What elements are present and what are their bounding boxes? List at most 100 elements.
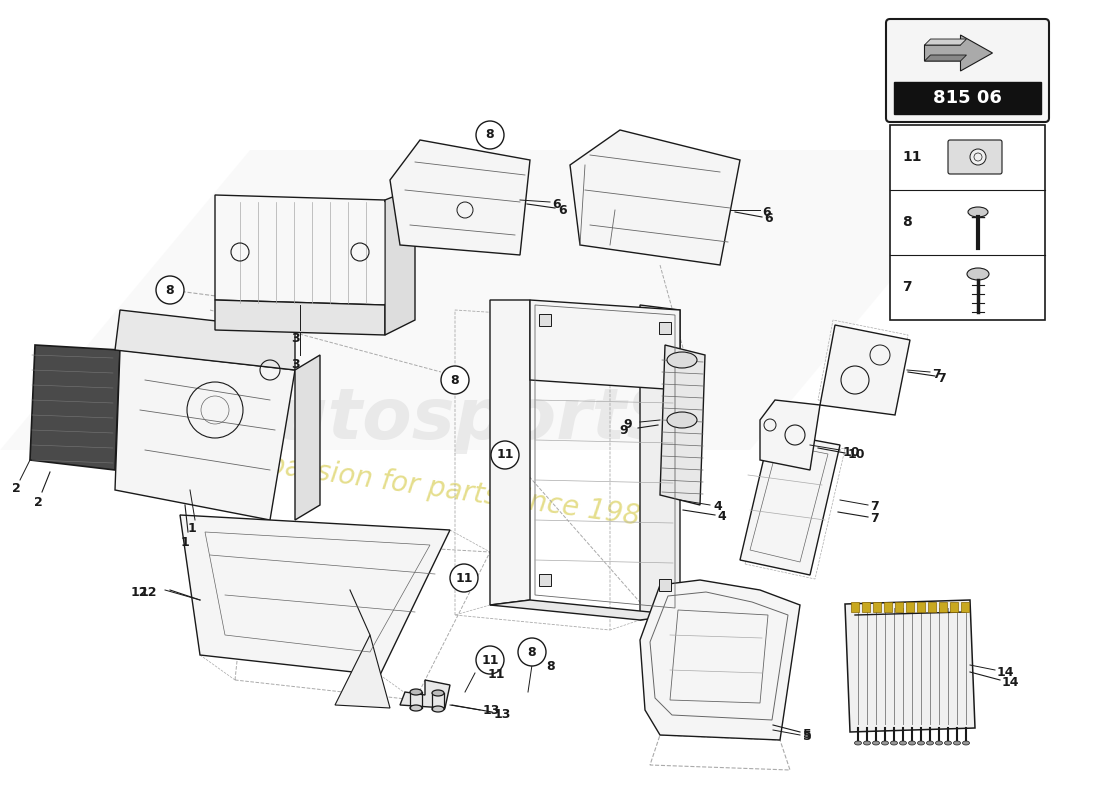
- Text: 9: 9: [619, 423, 628, 437]
- Text: 8: 8: [546, 659, 554, 673]
- Bar: [539, 314, 551, 326]
- Ellipse shape: [432, 706, 444, 712]
- Bar: [961, 602, 969, 612]
- Bar: [895, 602, 903, 612]
- Polygon shape: [180, 515, 450, 675]
- Text: 5: 5: [803, 727, 812, 741]
- Polygon shape: [660, 345, 705, 505]
- Circle shape: [970, 149, 986, 165]
- Circle shape: [156, 276, 184, 304]
- Ellipse shape: [968, 207, 988, 217]
- Polygon shape: [820, 325, 910, 415]
- Text: 6: 6: [552, 198, 561, 210]
- Polygon shape: [385, 188, 415, 335]
- Polygon shape: [214, 300, 385, 335]
- Polygon shape: [214, 195, 385, 305]
- Text: 8: 8: [486, 129, 494, 142]
- Text: 3: 3: [292, 358, 300, 370]
- Ellipse shape: [917, 741, 924, 745]
- Ellipse shape: [900, 741, 906, 745]
- Bar: [950, 602, 958, 612]
- Polygon shape: [740, 432, 840, 575]
- FancyBboxPatch shape: [886, 19, 1049, 122]
- Text: 11: 11: [488, 667, 506, 681]
- Text: 5: 5: [803, 730, 812, 743]
- Text: 10: 10: [848, 449, 866, 462]
- Polygon shape: [400, 680, 450, 708]
- Bar: [659, 322, 671, 334]
- Ellipse shape: [872, 741, 880, 745]
- Ellipse shape: [945, 741, 952, 745]
- Text: 7: 7: [902, 280, 912, 294]
- FancyBboxPatch shape: [948, 140, 1002, 174]
- Text: 11: 11: [482, 654, 498, 666]
- Polygon shape: [924, 39, 967, 45]
- Circle shape: [518, 638, 546, 666]
- Text: 11: 11: [496, 449, 514, 462]
- Polygon shape: [390, 140, 530, 255]
- Bar: [884, 602, 892, 612]
- Polygon shape: [336, 635, 390, 708]
- Text: 14: 14: [997, 666, 1014, 678]
- Polygon shape: [116, 350, 295, 520]
- Circle shape: [476, 646, 504, 674]
- Bar: [917, 602, 925, 612]
- Bar: [851, 602, 859, 612]
- Ellipse shape: [909, 741, 915, 745]
- Text: 13: 13: [483, 705, 500, 718]
- Text: 8: 8: [451, 374, 460, 386]
- Ellipse shape: [864, 741, 870, 745]
- Text: 1: 1: [180, 535, 189, 549]
- Ellipse shape: [891, 741, 898, 745]
- Text: 7: 7: [932, 367, 940, 381]
- Ellipse shape: [432, 690, 444, 696]
- Text: 3: 3: [292, 331, 300, 345]
- Ellipse shape: [954, 741, 960, 745]
- Text: 11: 11: [902, 150, 922, 164]
- Text: 4: 4: [713, 501, 722, 514]
- Text: 12: 12: [131, 586, 149, 598]
- Text: 6: 6: [764, 213, 772, 226]
- Text: 8: 8: [902, 215, 912, 229]
- Circle shape: [491, 441, 519, 469]
- Ellipse shape: [667, 352, 697, 368]
- Text: euAutosportS: euAutosportS: [121, 386, 679, 454]
- Ellipse shape: [410, 705, 422, 711]
- Text: 2: 2: [12, 482, 21, 494]
- Text: 12: 12: [140, 586, 156, 598]
- Ellipse shape: [926, 741, 934, 745]
- Bar: [659, 579, 671, 591]
- Text: 2: 2: [34, 495, 43, 509]
- Ellipse shape: [967, 268, 989, 280]
- Bar: [873, 602, 881, 612]
- Bar: [894, 82, 1041, 114]
- Bar: [539, 574, 551, 586]
- Text: 8: 8: [166, 283, 174, 297]
- Circle shape: [441, 366, 469, 394]
- Text: 6: 6: [762, 206, 771, 218]
- Ellipse shape: [667, 412, 697, 428]
- Polygon shape: [295, 355, 320, 520]
- Bar: [928, 602, 936, 612]
- Text: 9: 9: [624, 418, 632, 430]
- Polygon shape: [490, 300, 530, 605]
- Polygon shape: [530, 300, 680, 390]
- Text: 7: 7: [937, 371, 946, 385]
- Bar: [906, 602, 914, 612]
- Ellipse shape: [962, 741, 969, 745]
- Ellipse shape: [855, 741, 861, 745]
- Polygon shape: [490, 600, 680, 620]
- Polygon shape: [760, 400, 820, 470]
- Polygon shape: [570, 130, 740, 265]
- Ellipse shape: [410, 689, 422, 695]
- Text: 13: 13: [494, 707, 512, 721]
- Text: 14: 14: [1002, 675, 1020, 689]
- Polygon shape: [640, 305, 680, 620]
- Polygon shape: [0, 150, 1000, 450]
- Text: 815 06: 815 06: [933, 89, 1002, 107]
- Text: 11: 11: [455, 571, 473, 585]
- Polygon shape: [924, 35, 992, 71]
- Circle shape: [476, 121, 504, 149]
- Polygon shape: [924, 55, 967, 61]
- FancyBboxPatch shape: [890, 125, 1045, 320]
